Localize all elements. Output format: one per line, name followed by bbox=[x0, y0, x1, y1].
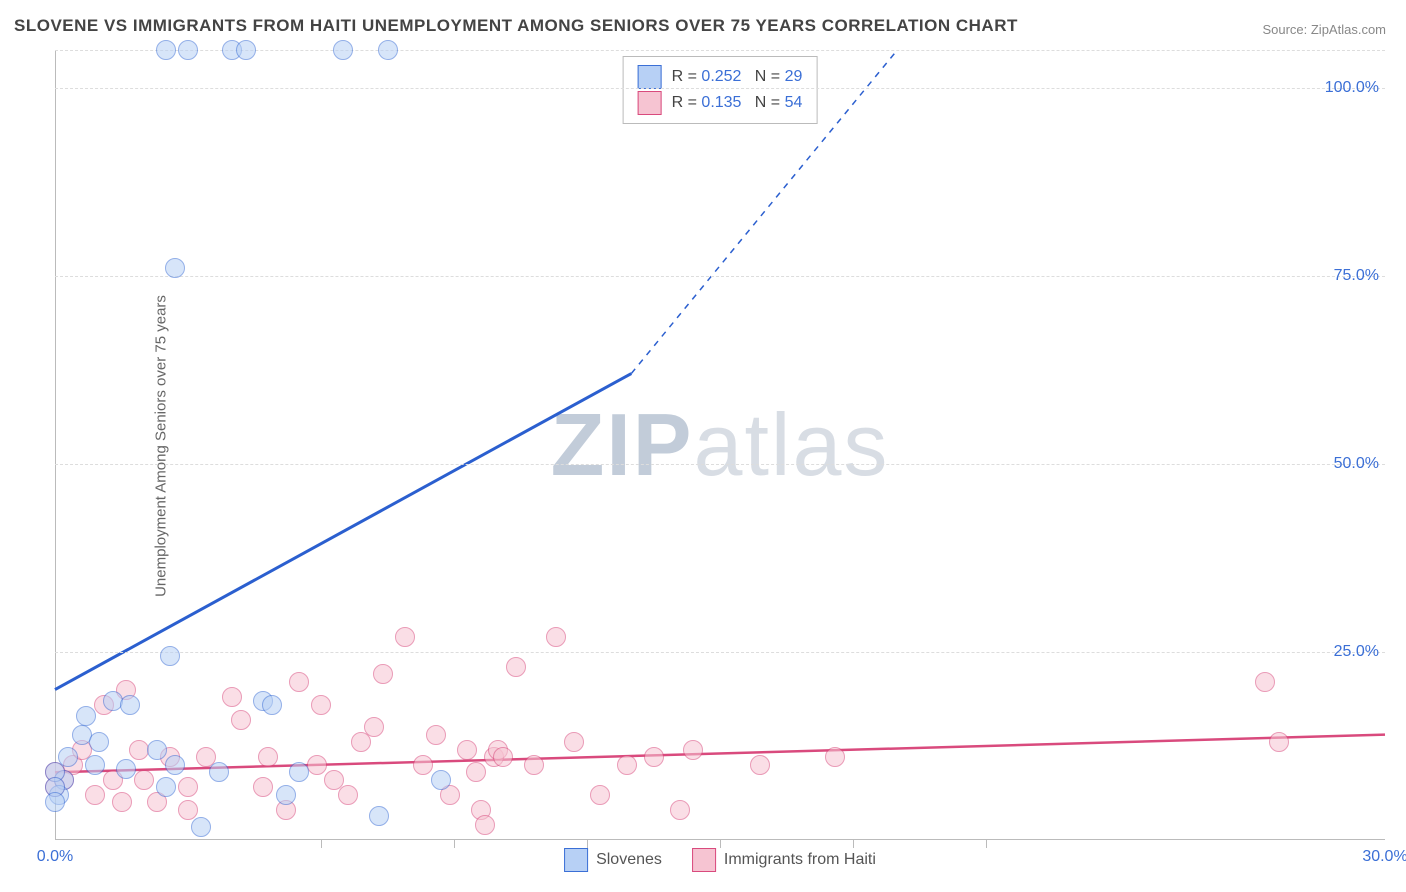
series-legend: Slovenes Immigrants from Haiti bbox=[564, 848, 876, 872]
series-legend-item-haiti: Immigrants from Haiti bbox=[692, 848, 876, 872]
scatter-point-haiti bbox=[524, 755, 544, 775]
trend-line-slovene bbox=[55, 374, 631, 690]
scatter-point-haiti bbox=[644, 747, 664, 767]
scatter-point-haiti bbox=[413, 755, 433, 775]
scatter-point-slovene bbox=[209, 762, 229, 782]
scatter-point-slovene bbox=[191, 817, 211, 837]
scatter-point-slovene bbox=[45, 792, 65, 812]
chart-title: SLOVENE VS IMMIGRANTS FROM HAITI UNEMPLO… bbox=[14, 16, 1018, 36]
x-tick-minor bbox=[321, 840, 322, 848]
gridline bbox=[55, 88, 1385, 89]
y-tick-label: 50.0% bbox=[1334, 455, 1379, 473]
scatter-point-slovene bbox=[147, 740, 167, 760]
scatter-point-haiti bbox=[373, 664, 393, 684]
stats-legend: R = 0.252 N = 29R = 0.135 N = 54 bbox=[623, 56, 818, 124]
scatter-point-haiti bbox=[338, 785, 358, 805]
scatter-point-haiti bbox=[825, 747, 845, 767]
x-tick-minor bbox=[853, 840, 854, 848]
x-tick-label: 0.0% bbox=[37, 848, 73, 866]
scatter-point-slovene bbox=[103, 691, 123, 711]
scatter-point-haiti bbox=[1255, 672, 1275, 692]
series-legend-item-slovene: Slovenes bbox=[564, 848, 662, 872]
scatter-point-slovene bbox=[276, 785, 296, 805]
scatter-point-haiti bbox=[231, 710, 251, 730]
scatter-point-slovene bbox=[369, 806, 389, 826]
scatter-plot: ZIPatlas R = 0.252 N = 29R = 0.135 N = 5… bbox=[55, 50, 1385, 840]
scatter-point-haiti bbox=[670, 800, 690, 820]
scatter-point-slovene bbox=[89, 732, 109, 752]
scatter-point-slovene bbox=[178, 40, 198, 60]
scatter-point-haiti bbox=[546, 627, 566, 647]
scatter-point-slovene bbox=[289, 762, 309, 782]
gridline bbox=[55, 276, 1385, 277]
gridline bbox=[55, 652, 1385, 653]
scatter-point-haiti bbox=[289, 672, 309, 692]
scatter-point-slovene bbox=[262, 695, 282, 715]
y-tick-label: 25.0% bbox=[1334, 643, 1379, 661]
scatter-point-slovene bbox=[333, 40, 353, 60]
scatter-point-slovene bbox=[236, 40, 256, 60]
scatter-point-haiti bbox=[475, 815, 495, 835]
source-label: Source: ZipAtlas.com bbox=[1262, 22, 1386, 37]
x-tick-minor bbox=[986, 840, 987, 848]
x-tick-minor bbox=[720, 840, 721, 848]
scatter-point-haiti bbox=[253, 777, 273, 797]
scatter-point-haiti bbox=[364, 717, 384, 737]
scatter-point-haiti bbox=[178, 800, 198, 820]
scatter-point-slovene bbox=[160, 646, 180, 666]
gridline bbox=[55, 464, 1385, 465]
scatter-point-haiti bbox=[1269, 732, 1289, 752]
scatter-point-slovene bbox=[165, 755, 185, 775]
scatter-point-slovene bbox=[156, 777, 176, 797]
scatter-point-haiti bbox=[134, 770, 154, 790]
scatter-point-haiti bbox=[493, 747, 513, 767]
scatter-point-haiti bbox=[85, 785, 105, 805]
scatter-point-slovene bbox=[156, 40, 176, 60]
scatter-point-haiti bbox=[750, 755, 770, 775]
y-tick-label: 75.0% bbox=[1334, 267, 1379, 285]
scatter-point-haiti bbox=[311, 695, 331, 715]
x-tick-label: 30.0% bbox=[1362, 848, 1406, 866]
scatter-point-haiti bbox=[222, 687, 242, 707]
scatter-point-slovene bbox=[85, 755, 105, 775]
scatter-point-slovene bbox=[116, 759, 136, 779]
scatter-point-haiti bbox=[457, 740, 477, 760]
scatter-point-haiti bbox=[426, 725, 446, 745]
scatter-point-haiti bbox=[564, 732, 584, 752]
scatter-point-slovene bbox=[120, 695, 140, 715]
stats-legend-row: R = 0.135 N = 54 bbox=[638, 91, 803, 115]
stats-legend-row: R = 0.252 N = 29 bbox=[638, 65, 803, 89]
scatter-point-haiti bbox=[112, 792, 132, 812]
scatter-point-haiti bbox=[506, 657, 526, 677]
trend-lines bbox=[55, 50, 1385, 840]
x-tick-minor bbox=[454, 840, 455, 848]
x-tick-minor bbox=[587, 840, 588, 848]
scatter-point-haiti bbox=[683, 740, 703, 760]
scatter-point-slovene bbox=[378, 40, 398, 60]
scatter-point-haiti bbox=[178, 777, 198, 797]
scatter-point-haiti bbox=[395, 627, 415, 647]
scatter-point-haiti bbox=[590, 785, 610, 805]
trend-line-haiti bbox=[55, 735, 1385, 773]
scatter-point-slovene bbox=[431, 770, 451, 790]
scatter-point-slovene bbox=[76, 706, 96, 726]
scatter-point-slovene bbox=[165, 258, 185, 278]
scatter-point-haiti bbox=[466, 762, 486, 782]
scatter-point-haiti bbox=[617, 755, 637, 775]
scatter-point-haiti bbox=[307, 755, 327, 775]
y-tick-label: 100.0% bbox=[1325, 79, 1379, 97]
scatter-point-haiti bbox=[258, 747, 278, 767]
